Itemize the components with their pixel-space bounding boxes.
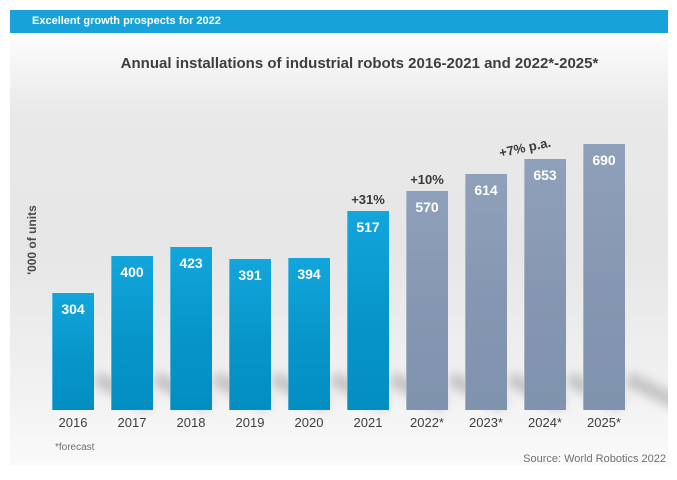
bar-2025: 690 <box>583 144 625 410</box>
x-axis-label-2016: 2016 <box>58 415 88 430</box>
bar-2022: 570 <box>406 191 448 410</box>
bar-value-2022: 570 <box>415 199 439 215</box>
header-banner: Excellent growth prospects for 2022 <box>10 10 668 33</box>
x-axis-label-2023: 2023* <box>469 415 503 430</box>
chart-title: Annual installations of industrial robot… <box>120 55 599 72</box>
bar-2020: 394 <box>288 258 330 410</box>
y-axis-label: '000 of units <box>25 205 39 275</box>
bar-2021: 517 <box>347 211 389 410</box>
bar-2018: 423 <box>170 247 212 410</box>
bar-2023: 614 <box>465 174 507 410</box>
bar-value-2018: 423 <box>179 255 203 271</box>
bar-value-2023: 614 <box>474 182 498 198</box>
bar-value-2016: 304 <box>61 301 85 317</box>
bar-value-2020: 394 <box>297 266 321 282</box>
x-axis-label-2025: 2025* <box>587 415 621 430</box>
x-axis-label-2018: 2018 <box>176 415 206 430</box>
footnote: *forecast <box>55 442 95 453</box>
x-axis-label-2022: 2022* <box>410 415 444 430</box>
bar-value-2021: 517 <box>356 219 380 235</box>
bar-2017: 400 <box>111 256 153 410</box>
bar-value-2025: 690 <box>592 152 616 168</box>
bar-value-2017: 400 <box>120 264 144 280</box>
bar-shadow-2025 <box>623 371 668 412</box>
bar-2016: 304 <box>52 293 94 410</box>
annotation-2021: +31% <box>351 192 385 207</box>
bar-2019: 391 <box>229 259 271 410</box>
annotation-2022: +10% <box>410 172 444 187</box>
bar-2024: 653 <box>524 159 566 410</box>
x-axis-label-2020: 2020 <box>294 415 324 430</box>
banner-text: Excellent growth prospects for 2022 <box>32 15 221 27</box>
x-axis-label-2024: 2024* <box>528 415 562 430</box>
bar-value-2024: 653 <box>533 167 557 183</box>
source-credit: Source: World Robotics 2022 <box>523 453 666 465</box>
x-axis-label-2019: 2019 <box>235 415 265 430</box>
x-axis-label-2021: 2021 <box>353 415 383 430</box>
x-axis-label-2017: 2017 <box>117 415 147 430</box>
bar-value-2019: 391 <box>238 267 262 283</box>
